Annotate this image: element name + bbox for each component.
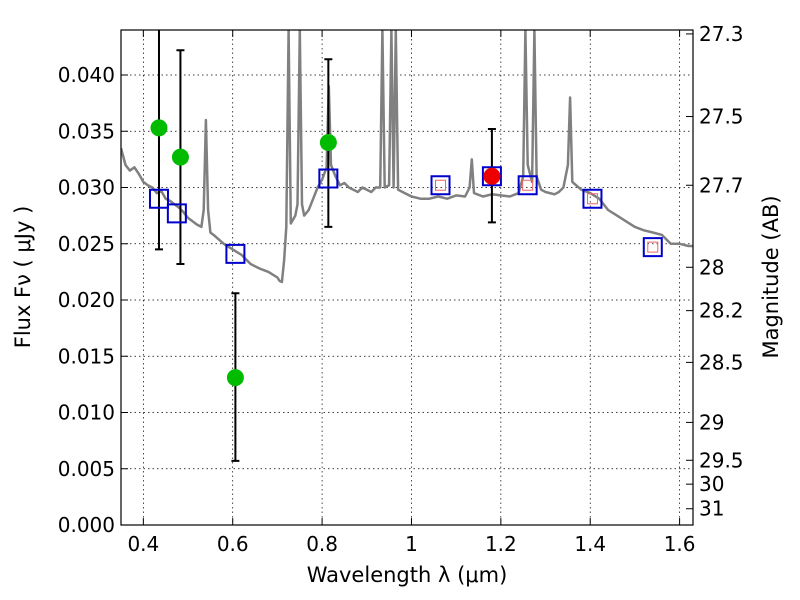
mag-tick-label: 29.5 bbox=[699, 448, 744, 472]
model-box bbox=[318, 168, 339, 189]
x-axis-title: Wavelength λ (μm) bbox=[307, 563, 508, 587]
photometry-point bbox=[171, 148, 189, 166]
grid bbox=[121, 30, 693, 526]
y-tick-label: 0.010 bbox=[58, 401, 115, 425]
x-tick-label: 1 bbox=[405, 532, 418, 556]
mag-tick-label: 29 bbox=[699, 410, 724, 434]
mag-tick-label: 27.3 bbox=[699, 22, 744, 46]
y-tick-label: 0.035 bbox=[58, 119, 115, 143]
model-box bbox=[481, 166, 502, 187]
x-tick-label: 0.4 bbox=[127, 532, 159, 556]
model-box bbox=[582, 188, 603, 209]
highlight-point bbox=[483, 167, 501, 185]
mag-tick-label: 28.5 bbox=[699, 350, 744, 374]
plot-area bbox=[121, 30, 693, 462]
model-box bbox=[517, 175, 538, 196]
x-tick-label: 1.4 bbox=[574, 532, 606, 556]
mag-tick-label: 28 bbox=[699, 255, 724, 279]
y-tick-label: 0.030 bbox=[58, 176, 115, 200]
y-tick-label: 0.040 bbox=[58, 63, 115, 87]
mag-tick-label: 28.2 bbox=[699, 299, 744, 323]
y-tick-label: 0.000 bbox=[58, 513, 115, 537]
tick-labels: 0.4 0.6 0.8 1 1.2 1.4 1.6 0.000 0.005 0.010 0.015 0… bbox=[58, 22, 744, 556]
axis-ticks bbox=[121, 30, 693, 526]
x-tick-label: 0.8 bbox=[306, 532, 338, 556]
model-box-inner bbox=[435, 179, 447, 191]
mag-tick-label: 27.7 bbox=[699, 173, 744, 197]
model-box bbox=[642, 237, 663, 258]
model-box bbox=[225, 243, 246, 264]
x-tick-label: 0.6 bbox=[217, 532, 249, 556]
y-tick-label: 0.020 bbox=[58, 288, 115, 312]
y-tick-label: 0.025 bbox=[58, 232, 115, 256]
photometry-point bbox=[226, 369, 244, 387]
mag-tick-label: 31 bbox=[699, 497, 724, 521]
y-tick-label: 0.005 bbox=[58, 457, 115, 481]
mag-tick-label: 30 bbox=[699, 472, 724, 496]
model-box-inner bbox=[647, 241, 659, 253]
x-tick-label: 1.2 bbox=[485, 532, 517, 556]
photometry-point bbox=[319, 134, 337, 151]
model-box bbox=[166, 203, 187, 224]
y-tick-label: 0.015 bbox=[58, 344, 115, 368]
photometry-point bbox=[150, 119, 168, 137]
y-axis-title: Flux Fν ( μJy ) bbox=[11, 206, 35, 349]
spectrum-line bbox=[121, 30, 693, 284]
y2-axis-title: Magnitude (AB) bbox=[759, 195, 783, 358]
model-box bbox=[148, 188, 169, 209]
plot-frame bbox=[120, 29, 694, 526]
model-box-inner bbox=[522, 179, 534, 191]
model-box bbox=[430, 175, 451, 196]
model-box-inner bbox=[586, 193, 598, 205]
x-tick-label: 1.6 bbox=[664, 532, 696, 556]
mag-tick-label: 27.5 bbox=[699, 105, 744, 129]
